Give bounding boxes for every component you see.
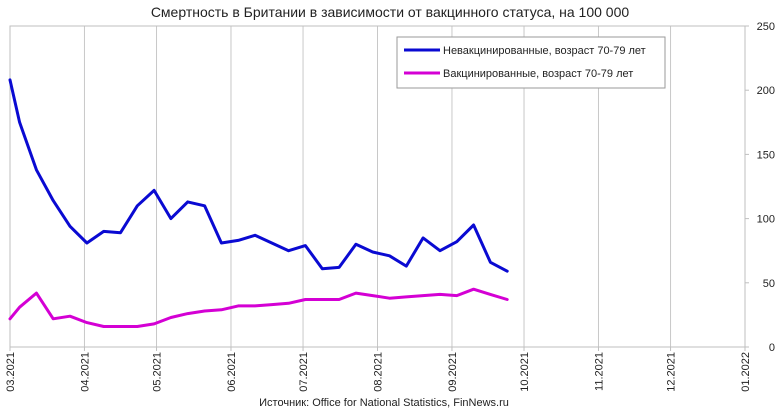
x-tick-label: 12.2021 — [666, 352, 678, 392]
y-tick-label: 100 — [757, 214, 775, 226]
x-tick-label: 01.2022 — [740, 352, 752, 392]
x-tick-label: 10.2021 — [519, 352, 531, 392]
x-tick-label: 06.2021 — [226, 352, 238, 392]
y-tick-label: 150 — [757, 149, 775, 161]
x-tick-label: 08.2021 — [373, 352, 385, 392]
x-tick-label: 11.2021 — [593, 352, 605, 391]
series-line-unvaccinated — [8, 78, 509, 273]
x-tick-label: 03.2021 — [5, 352, 17, 392]
x-axis-ticks: 03.2021 04.2021 05.2021 06.2021 07.2021 08.20… — [5, 347, 752, 392]
legend-label-unvaccinated: Невакцинированные, возраст 70-79 лет — [443, 45, 646, 57]
legend-box — [396, 36, 666, 89]
y-tick-label: 50 — [763, 278, 775, 290]
y-tick-label: 0 — [769, 342, 775, 354]
y-tick-label: 250 — [757, 21, 775, 33]
source-note: Источник: Office for National Statistics… — [259, 397, 509, 409]
x-tick-label: 09.2021 — [447, 352, 459, 392]
x-tick-label: 07.2021 — [298, 352, 310, 392]
y-tick-label: 200 — [757, 85, 775, 97]
series-lines — [8, 78, 509, 328]
x-tick-label: 05.2021 — [152, 352, 164, 392]
chart-title: Смертность в Британии в зависимости от в… — [151, 4, 630, 20]
legend: Невакцинированные, возраст 70-79 лет Вак… — [396, 36, 666, 89]
y-axis-ticks: 0 50 100 150 200 250 — [745, 21, 775, 354]
x-tick-label: 04.2021 — [79, 352, 91, 392]
legend-label-vaccinated: Вакцинированные, возраст 70-79 лет — [443, 68, 633, 80]
series-line-vaccinated — [8, 287, 509, 328]
